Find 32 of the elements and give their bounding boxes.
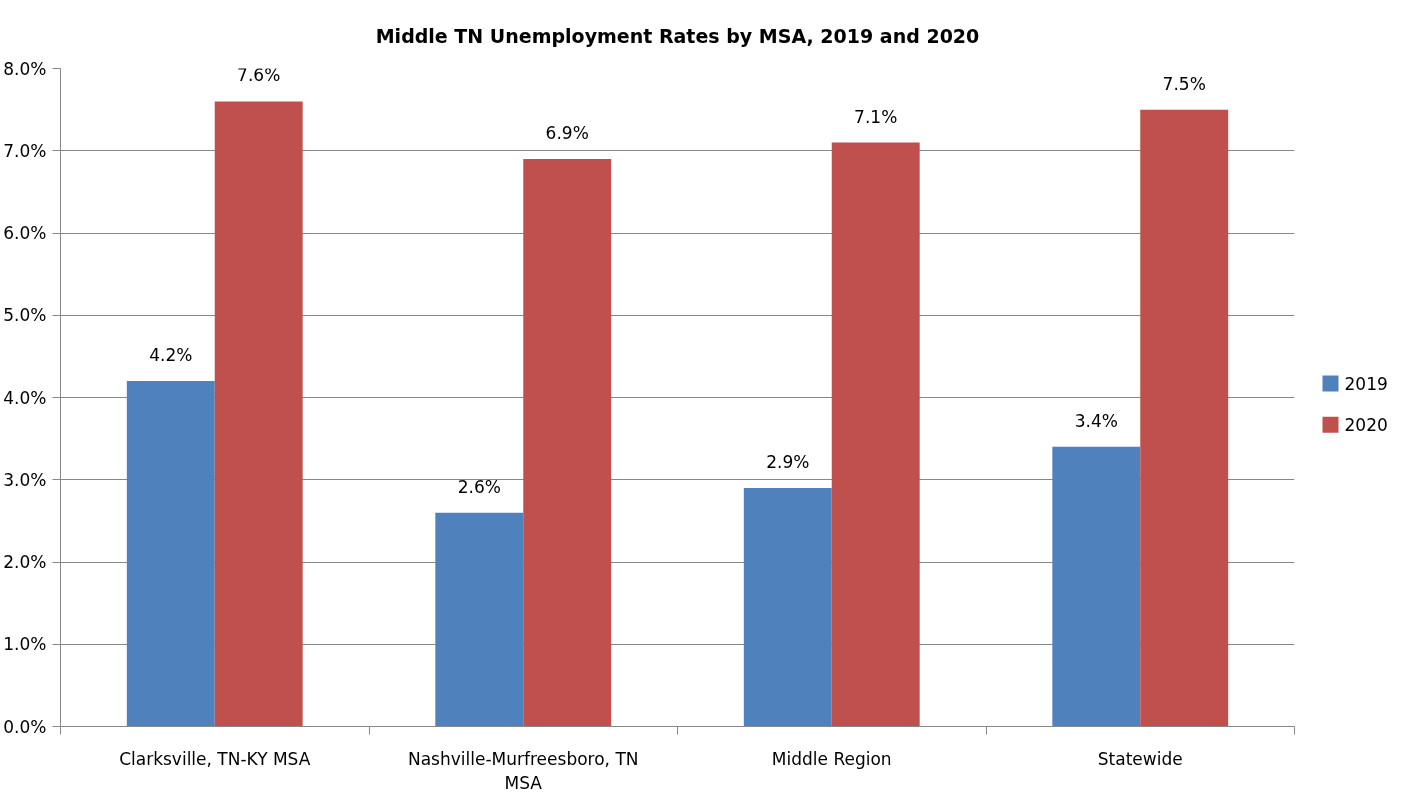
bar (214, 101, 303, 727)
bar (126, 381, 215, 727)
data-label: 6.9% (545, 122, 589, 143)
y-tick-label: 1.0% (3, 634, 47, 655)
legend-label: 2019 (1344, 373, 1388, 394)
data-label: 7.6% (237, 65, 281, 86)
data-label: 3.4% (1074, 410, 1118, 431)
y-tick-label: 6.0% (3, 223, 47, 243)
data-label: 7.5% (1162, 73, 1206, 94)
data-label: 4.2% (149, 345, 193, 366)
bar (523, 158, 612, 727)
x-tick-label: Clarksville, TN-KY MSA (119, 748, 311, 769)
y-tick-label: 5.0% (3, 305, 47, 326)
y-tick-label: 8.0% (3, 58, 47, 79)
x-tick-label: Middle Region (771, 748, 892, 769)
chart-title: Middle TN Unemployment Rates by MSA, 2019 and 2020 (375, 24, 980, 47)
y-tick-label: 4.0% (3, 387, 47, 408)
y-tick-label: 0.0% (3, 716, 47, 737)
data-label: 7.1% (854, 106, 898, 127)
x-tick-label: Statewide (1097, 748, 1183, 769)
y-tick-label: 2.0% (3, 552, 47, 572)
bar (1140, 109, 1229, 727)
bar (743, 487, 832, 727)
data-label: 2.9% (766, 451, 810, 472)
data-label: 2.6% (457, 476, 501, 497)
y-tick-label: 3.0% (3, 469, 47, 490)
bar (1052, 446, 1141, 727)
x-tick-label: Nashville-Murfreesboro, TN MSA (407, 748, 639, 793)
bar (831, 142, 920, 727)
y-tick-label: 7.0% (3, 140, 47, 161)
legend-label: 2020 (1344, 415, 1388, 436)
bar (435, 512, 524, 727)
